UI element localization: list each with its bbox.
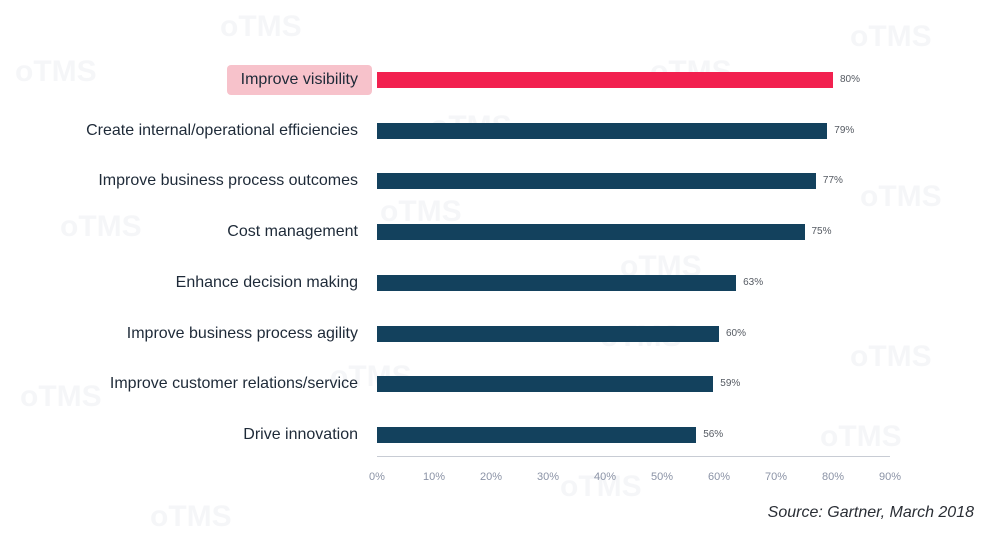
x-axis-line [377,456,890,457]
value-label: 79% [834,124,855,136]
x-tick-label: 0% [369,471,385,483]
watermark: oTMS [150,500,232,533]
bar [377,72,833,88]
value-label: 59% [720,378,741,390]
x-tick-label: 10% [422,471,446,483]
value-label: 60% [726,327,747,339]
category-label: Cost management [227,223,358,241]
value-label: 75% [811,226,832,238]
bar [377,173,816,190]
bar [377,426,697,443]
x-tick-label: 90% [878,471,902,483]
x-tick-label: 20% [479,471,503,483]
bar [377,325,719,342]
x-tick-label: 30% [536,471,560,483]
watermark: oTMS [15,55,97,88]
watermark: oTMS [220,10,302,43]
watermark: oTMS [60,210,142,243]
source-caption: Source: Gartner, March 2018 [767,504,974,521]
category-label: Drive innovation [243,425,358,443]
value-label: 80% [840,74,861,85]
category-label: Enhance decision making [175,273,358,291]
watermark: oTMS [820,420,902,453]
watermark: oTMS [850,340,932,373]
bar [377,274,737,291]
category-label: Improve customer relations/service [109,375,358,393]
category-label: Improve visibility [226,65,372,95]
category-label: Create internal/operational efficiencies [86,121,358,139]
x-tick-label: 50% [650,471,674,483]
value-label: 77% [822,175,843,187]
watermark: oTMS [20,380,102,413]
category-label: Improve business process outcomes [98,172,358,190]
value-label: 56% [703,428,724,440]
x-tick-label: 60% [707,471,731,483]
bar [377,122,828,139]
bar [377,224,805,241]
watermark: oTMS [860,180,942,213]
watermark: oTMS [850,20,932,53]
category-label: Improve business process agility [126,324,358,342]
x-tick-label: 40% [593,471,617,483]
x-tick-label: 80% [821,471,845,483]
bar [377,376,714,393]
x-tick-label: 70% [764,471,788,483]
value-label: 63% [743,276,764,288]
